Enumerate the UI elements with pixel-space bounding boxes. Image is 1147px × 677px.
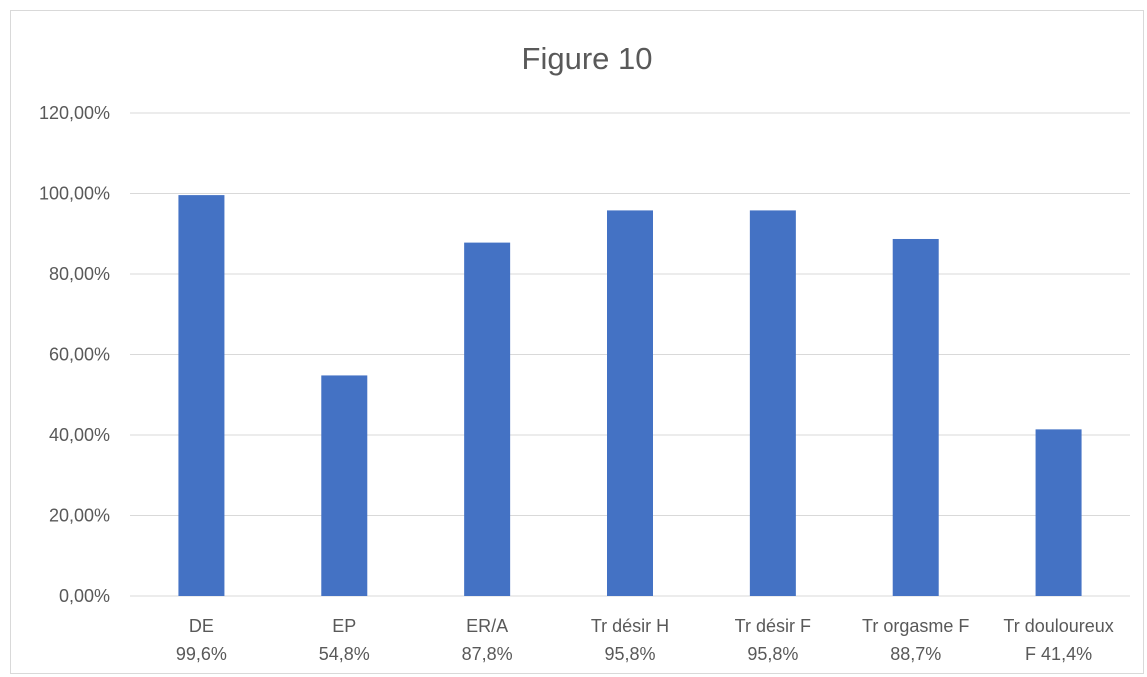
y-tick-label: 60,00%	[49, 345, 110, 365]
y-tick-label: 120,00%	[39, 103, 110, 123]
x-category-label: 88,7%	[890, 644, 941, 664]
x-category-label: 87,8%	[462, 644, 513, 664]
x-category-label: Tr orgasme F	[862, 616, 969, 636]
x-category-label: 99,6%	[176, 644, 227, 664]
bar	[464, 242, 511, 597]
x-category-label: Tr désir F	[735, 616, 811, 636]
x-category-label: ER/A	[466, 616, 508, 636]
y-tick-label: 80,00%	[49, 264, 110, 284]
y-tick-label: 40,00%	[49, 425, 110, 445]
bar	[749, 210, 796, 596]
bars	[178, 195, 1082, 597]
bar	[607, 210, 653, 596]
chart-title: Figure 10	[522, 41, 653, 76]
x-category-label: 54,8%	[319, 644, 370, 664]
y-tick-label: 0,00%	[59, 586, 110, 606]
x-category-label: Tr douloureux	[1003, 616, 1113, 636]
y-axis-tick-labels: 0,00% 20,00% 40,00% 60,00% 80,00% 100,00% 120,…	[39, 103, 110, 606]
x-category-label: 95,8%	[747, 644, 798, 664]
bar	[321, 375, 368, 596]
x-axis-category-labels: DE 99,6% EP 54,8% ER/A 87,8% Tr désir H 95,8% Tr…	[176, 616, 1114, 664]
x-category-label: DE	[189, 616, 214, 636]
x-category-label: 95,8%	[604, 644, 655, 664]
bar	[178, 195, 225, 597]
bar	[892, 238, 939, 597]
bar	[1035, 429, 1082, 596]
x-category-label: EP	[332, 616, 356, 636]
x-category-label: F 41,4%	[1025, 644, 1092, 664]
y-tick-label: 100,00%	[39, 184, 110, 204]
x-category-label: Tr désir H	[591, 616, 669, 636]
y-tick-label: 20,00%	[49, 506, 110, 526]
